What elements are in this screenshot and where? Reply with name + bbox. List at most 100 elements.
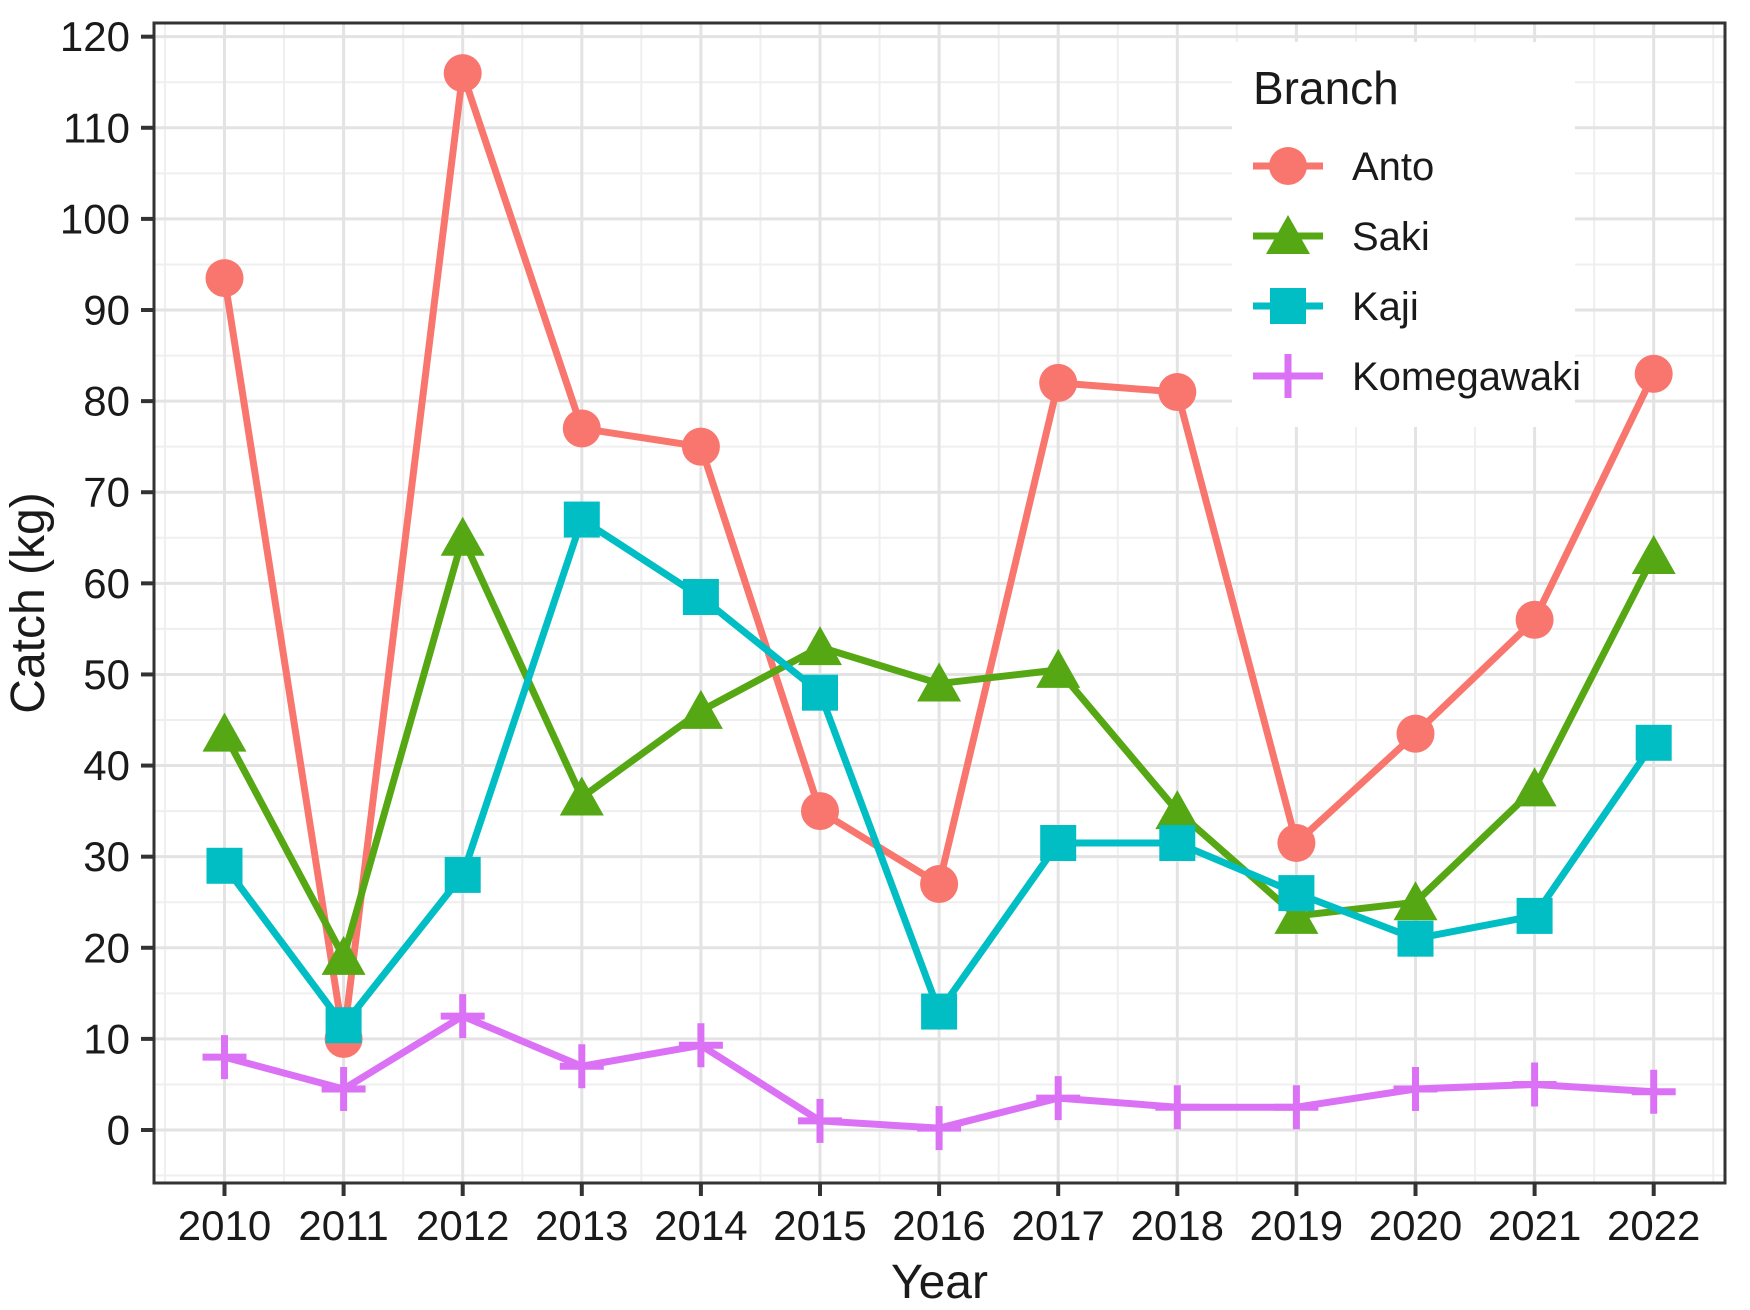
- y-axis-title: Catch (kg): [2, 492, 55, 713]
- data-point-kaji-2020: [1397, 920, 1434, 957]
- data-point-saki-2017: [1036, 648, 1081, 688]
- data-point-saki-2020: [1393, 881, 1438, 921]
- y-tick-label: 20: [83, 924, 130, 971]
- data-point-saki-2019: [1274, 894, 1319, 934]
- x-tick-label: 2015: [773, 1202, 866, 1249]
- data-point-kaji-2014: [682, 579, 719, 616]
- legend-label: Kaji: [1352, 285, 1419, 329]
- markers-anto: [205, 54, 1673, 1058]
- data-point-komegawaki-2014: [678, 1023, 723, 1068]
- legend-label: Saki: [1352, 215, 1430, 259]
- y-tick-label: 70: [83, 469, 130, 516]
- x-tick-label: 2013: [535, 1202, 628, 1249]
- data-point-komegawaki-2021: [1512, 1062, 1557, 1107]
- data-point-kaji-2016: [921, 993, 958, 1030]
- axes: 0 10 20 30 40 50 60 70 80 90 100 110 120 2010 2011 2012…: [2, 13, 1700, 1309]
- circle-legend-key-icon: [1269, 147, 1307, 185]
- data-point-kaji-2018: [1159, 825, 1196, 862]
- y-tick-label: 40: [83, 742, 130, 789]
- data-point-saki-2022: [1631, 535, 1676, 575]
- legend-label: Anto: [1352, 145, 1434, 189]
- data-point-anto-2013: [562, 409, 601, 448]
- data-point-saki-2021: [1512, 767, 1557, 807]
- data-point-kaji-2019: [1278, 875, 1315, 912]
- data-point-anto-2022: [1634, 354, 1673, 393]
- data-point-saki-2011: [321, 935, 366, 975]
- markers-saki: [202, 516, 1676, 975]
- data-point-kaji-2021: [1516, 897, 1553, 934]
- data-point-kaji-2017: [1040, 825, 1077, 862]
- data-point-kaji-2010: [206, 847, 243, 884]
- data-point-anto-2019: [1277, 824, 1316, 863]
- legend-entry-anto: Anto: [1253, 145, 1434, 189]
- data-point-saki-2015: [798, 626, 842, 666]
- series-markers: [202, 54, 1676, 1151]
- data-point-komegawaki-2017: [1036, 1076, 1081, 1121]
- x-tick-label: 2014: [654, 1202, 747, 1249]
- plus-legend-key-icon: [1266, 354, 1310, 398]
- y-tick-label: 60: [83, 560, 130, 607]
- data-point-anto-2020: [1396, 714, 1435, 753]
- data-point-anto-2016: [920, 865, 959, 904]
- y-tick-label: 30: [83, 833, 130, 880]
- data-point-anto-2012: [443, 54, 482, 93]
- data-point-komegawaki-2015: [798, 1098, 842, 1143]
- data-point-anto-2021: [1515, 600, 1554, 639]
- data-point-anto-2018: [1158, 373, 1197, 412]
- square-legend-key-icon: [1270, 288, 1306, 324]
- x-tick-label: 2016: [892, 1202, 985, 1249]
- data-point-saki-2018: [1155, 790, 1200, 830]
- legend-entry-kaji: Kaji: [1253, 285, 1419, 329]
- data-point-komegawaki-2012: [440, 994, 485, 1039]
- x-tick-label: 2019: [1250, 1202, 1343, 1249]
- y-tick-label: 120: [60, 13, 130, 60]
- legend-entry-saki: Saki: [1253, 215, 1430, 259]
- x-tick-label: 2010: [178, 1202, 271, 1249]
- y-tick-label: 110: [63, 104, 130, 151]
- y-tick-label: 0: [107, 1107, 130, 1154]
- data-point-saki-2013: [559, 776, 604, 816]
- markers-komegawaki: [202, 994, 1676, 1151]
- data-point-kaji-2015: [802, 674, 838, 711]
- y-tick-label: 100: [60, 195, 130, 242]
- x-tick-label: 2020: [1369, 1202, 1462, 1249]
- legend-label: Komegawaki: [1352, 355, 1581, 399]
- x-tick-label: 2017: [1011, 1202, 1104, 1249]
- x-tick-label: 2011: [298, 1202, 388, 1249]
- data-point-anto-2014: [681, 427, 720, 466]
- data-point-anto-2015: [801, 792, 839, 831]
- legend: Branch Anto Saki Kaji Komegawaki: [1232, 42, 1581, 427]
- data-point-kaji-2022: [1635, 724, 1672, 761]
- legend-entry-komegawaki: Komegawaki: [1253, 354, 1581, 399]
- data-point-komegawaki-2013: [559, 1044, 604, 1089]
- markers-kaji: [206, 501, 1672, 1044]
- data-point-komegawaki-2018: [1155, 1085, 1200, 1130]
- y-tick-label: 90: [83, 287, 130, 334]
- data-point-komegawaki-2022: [1631, 1069, 1676, 1114]
- x-tick-label: 2012: [416, 1202, 509, 1249]
- data-point-anto-2017: [1039, 363, 1078, 402]
- x-tick-label: 2018: [1131, 1202, 1224, 1249]
- y-tick-label: 80: [83, 378, 130, 425]
- data-point-komegawaki-2019: [1274, 1085, 1319, 1130]
- x-axis-title: Year: [891, 1256, 988, 1309]
- data-point-komegawaki-2016: [917, 1106, 962, 1151]
- data-point-saki-2016: [917, 662, 962, 702]
- data-point-kaji-2012: [444, 856, 481, 893]
- x-tick-label: 2022: [1607, 1202, 1700, 1249]
- data-point-komegawaki-2010: [202, 1035, 247, 1080]
- data-point-saki-2012: [440, 516, 485, 556]
- x-tick-label: 2021: [1488, 1202, 1581, 1249]
- data-point-anto-2010: [205, 259, 244, 298]
- y-tick-label: 10: [83, 1015, 130, 1062]
- data-point-kaji-2011: [325, 1007, 362, 1044]
- data-point-kaji-2013: [563, 501, 600, 538]
- data-point-saki-2010: [202, 712, 247, 752]
- data-point-komegawaki-2011: [321, 1067, 366, 1111]
- triangle-legend-key-icon: [1266, 215, 1310, 254]
- legend-title: Branch: [1253, 62, 1399, 114]
- y-tick-label: 50: [83, 651, 130, 698]
- data-point-komegawaki-2020: [1393, 1067, 1438, 1111]
